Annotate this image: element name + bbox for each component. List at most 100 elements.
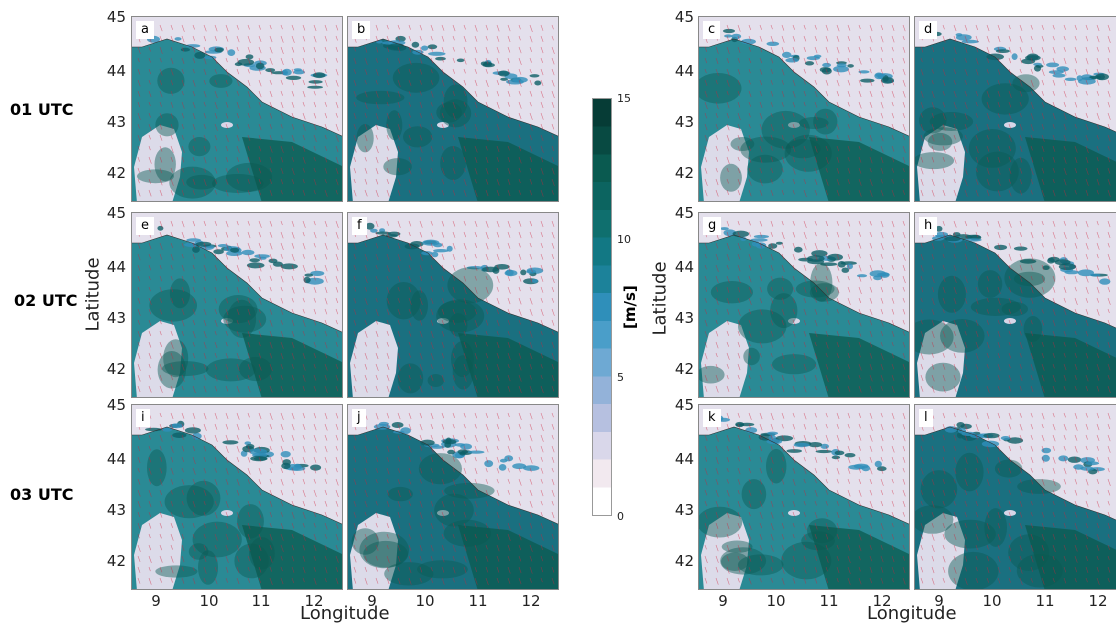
wind-vector <box>386 90 390 98</box>
wind-vector <box>814 412 817 418</box>
wind-vector <box>1019 24 1023 31</box>
wind-vector <box>869 297 873 304</box>
wind-vector <box>1074 90 1078 98</box>
wind-vector <box>792 412 795 418</box>
wind-vector <box>814 478 817 484</box>
wind-vectors <box>920 220 1111 397</box>
wind-vector <box>715 134 718 140</box>
wind-vector <box>540 385 544 393</box>
corsica-field <box>134 321 182 397</box>
wind-vector <box>836 275 840 283</box>
wind-vector <box>508 588 509 589</box>
wind-vector <box>727 396 728 397</box>
wind-vector <box>170 566 174 574</box>
wind-vector <box>1030 167 1034 176</box>
wind-vector <box>518 533 522 541</box>
wind-vector <box>148 242 152 250</box>
wind-vector <box>726 566 730 574</box>
wind-vector <box>203 167 206 173</box>
wind-vector <box>269 544 272 550</box>
wind-vector <box>964 467 968 474</box>
wind-vector <box>737 544 741 552</box>
wind-vector <box>225 330 228 336</box>
wind-vector <box>997 24 1001 31</box>
wind-vector <box>441 577 445 585</box>
wind-vector <box>891 220 895 228</box>
wind-vector <box>364 134 368 142</box>
wind-vector <box>920 478 924 486</box>
wind-vector <box>931 467 935 475</box>
wind-vector <box>931 297 935 305</box>
wind-vector <box>247 352 251 359</box>
land-field <box>348 405 558 525</box>
wind-vector <box>953 189 957 197</box>
wind-vector <box>353 566 357 573</box>
wind-vector <box>269 489 273 496</box>
wind-vector <box>159 134 163 141</box>
wind-vector <box>302 577 305 583</box>
wind-vector <box>496 566 500 573</box>
wind-vector <box>836 68 840 76</box>
wind-vector <box>975 297 979 305</box>
wind-vector <box>354 200 355 201</box>
wind-vector <box>529 363 533 370</box>
wind-vector <box>463 352 467 359</box>
wind-vector <box>386 434 390 442</box>
wind-vector <box>836 297 840 305</box>
wind-vector <box>441 330 445 337</box>
wind-vector <box>976 588 977 589</box>
wind-vector <box>375 385 378 391</box>
wind-vector <box>858 319 862 327</box>
wind-vector <box>192 156 195 162</box>
wind-streak <box>162 427 173 432</box>
wind-vector <box>1107 308 1110 314</box>
wind-vector <box>953 264 957 271</box>
wind-vector <box>258 544 262 552</box>
wind-vector <box>770 577 773 583</box>
wind-vector <box>408 231 411 237</box>
wind-vector <box>726 35 730 43</box>
wind-vector <box>920 434 924 442</box>
wind-vector <box>474 489 478 497</box>
wind-vector <box>891 297 895 304</box>
wind-vector <box>964 167 968 175</box>
wind-vector <box>737 319 741 327</box>
wind-vector <box>419 456 422 462</box>
wind-vector <box>518 445 521 451</box>
wind-vector <box>1063 533 1066 539</box>
wind-vector <box>715 253 719 261</box>
wind-vector <box>214 445 217 451</box>
wind-vector <box>160 200 161 201</box>
wind-vector <box>814 374 818 381</box>
wind-vector <box>148 434 151 440</box>
wind-vector <box>726 500 730 508</box>
wind-vector <box>781 57 784 63</box>
wind-vector <box>1041 264 1045 271</box>
wind-vector <box>1030 423 1034 430</box>
wind-vector <box>847 385 851 392</box>
wind-vector <box>529 79 533 86</box>
wind-vector <box>518 308 522 316</box>
wind-vector <box>408 253 412 261</box>
wind-vector <box>770 264 774 271</box>
wind-vector <box>1074 275 1078 283</box>
wind-vector <box>441 500 445 508</box>
wind-vector <box>1085 555 1088 562</box>
wind-vector <box>170 363 174 370</box>
wind-vector <box>1020 396 1021 397</box>
wind-vector <box>485 456 489 463</box>
wind-vector <box>148 478 152 485</box>
wind-vector <box>836 533 839 539</box>
wind-vector <box>902 264 906 272</box>
wind-vector <box>858 178 862 186</box>
wind-vector <box>452 522 456 529</box>
wind-vector <box>353 363 356 369</box>
wind-vector <box>419 242 423 250</box>
wind-vector <box>975 308 978 314</box>
wind-vector <box>386 242 390 250</box>
wind-vector <box>825 467 829 474</box>
wind-vector <box>770 374 774 382</box>
wind-vector <box>847 123 850 129</box>
wind-vector <box>203 156 207 164</box>
wind-vector <box>247 308 251 316</box>
